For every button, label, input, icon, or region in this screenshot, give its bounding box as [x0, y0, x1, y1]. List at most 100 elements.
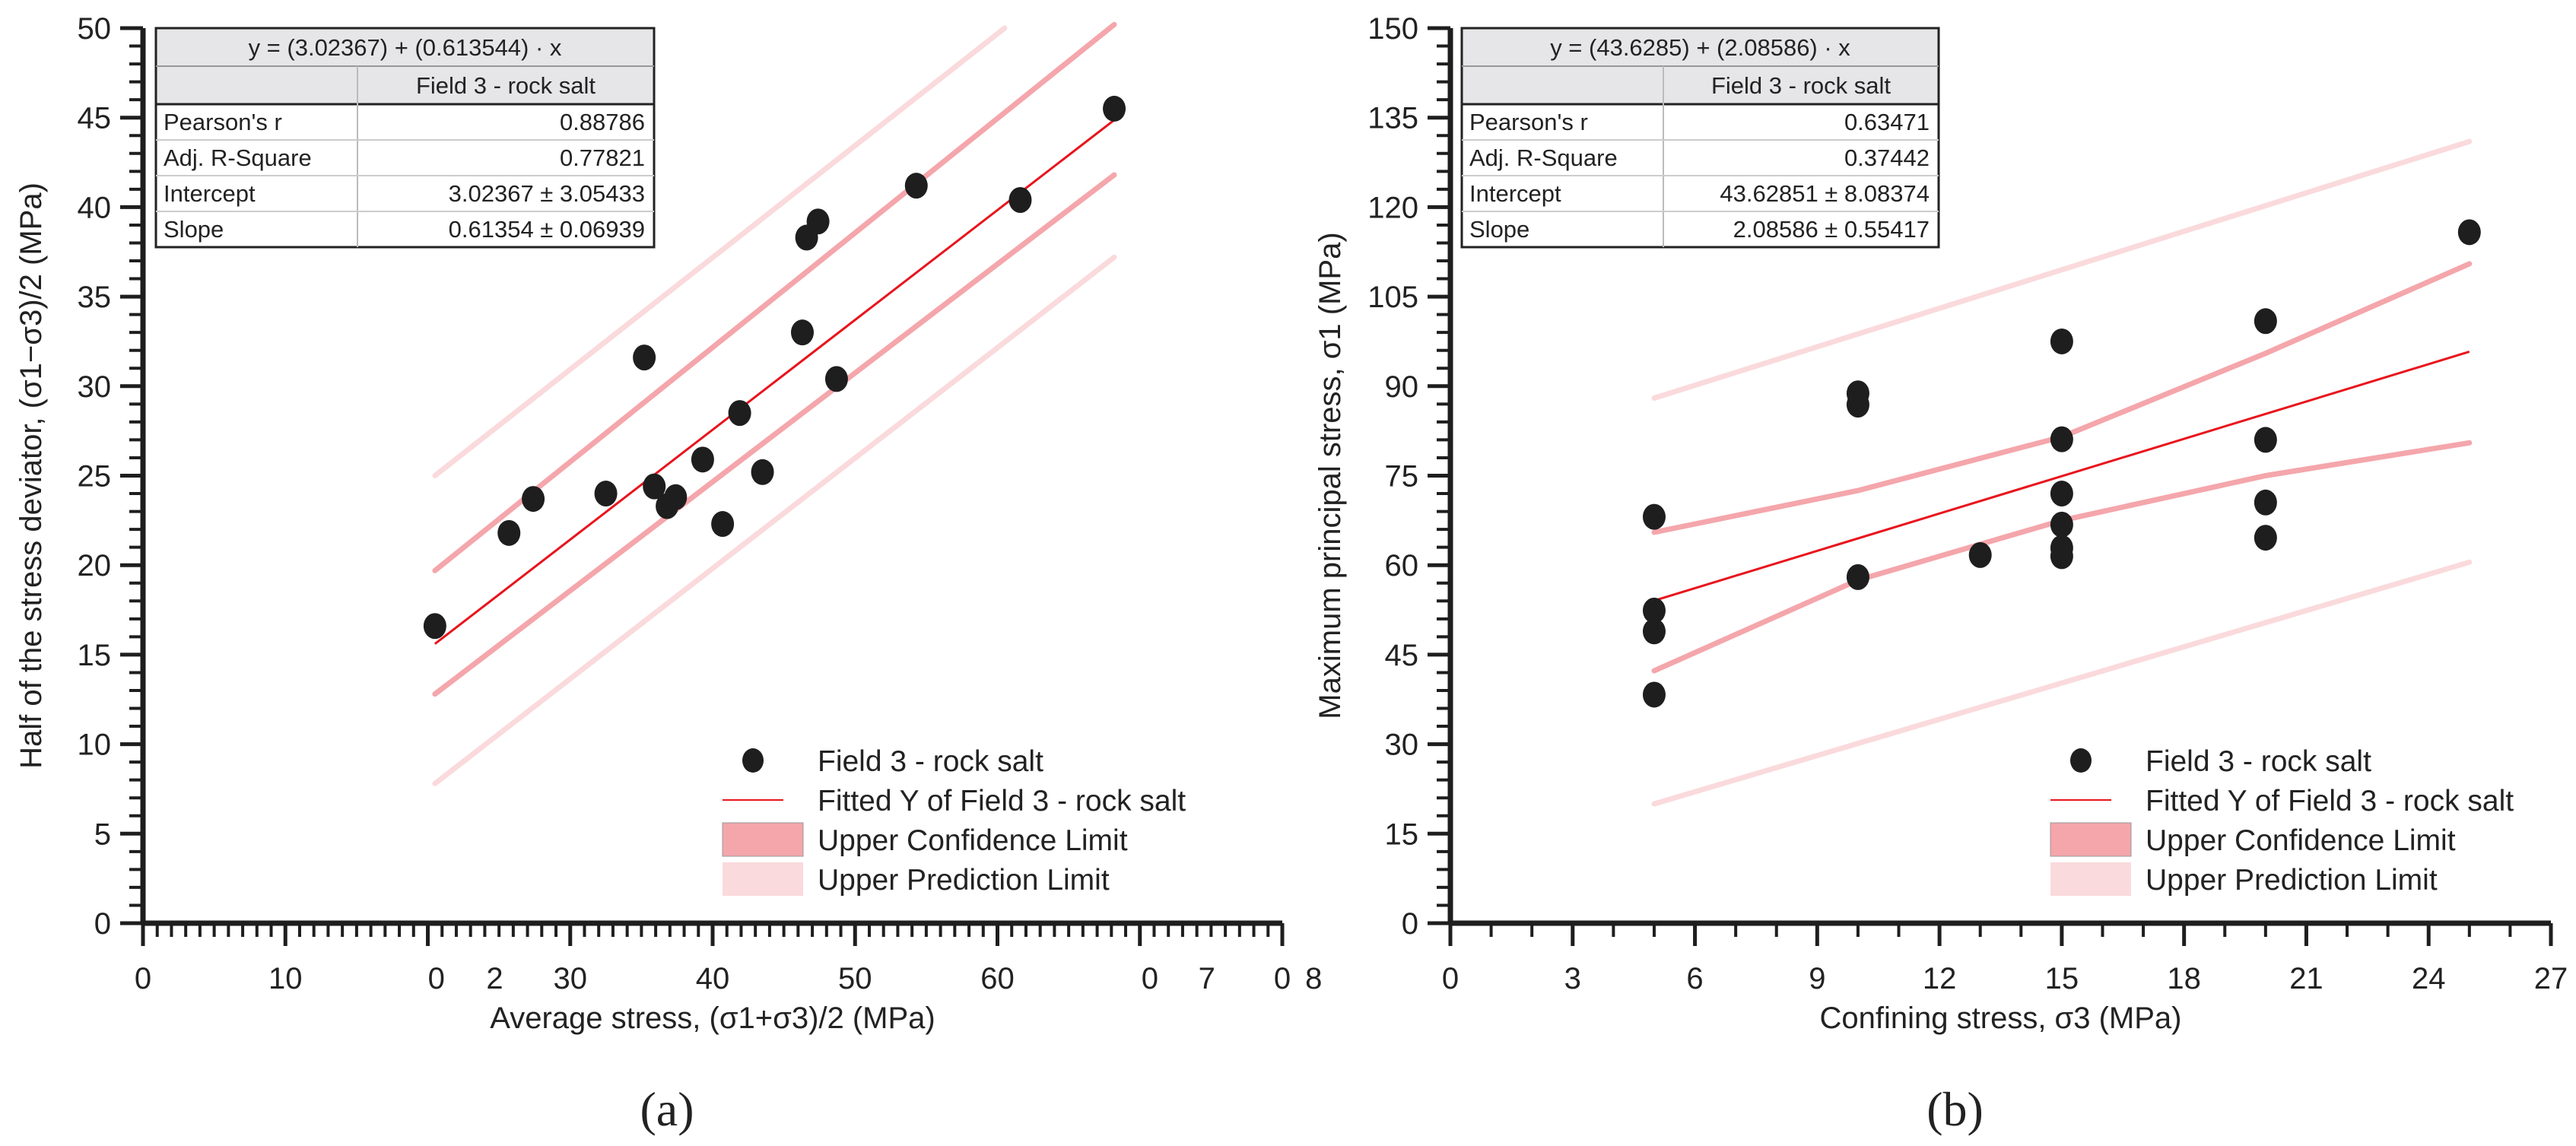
- y-tick-label: 5: [94, 817, 111, 851]
- table-row-label: Pearson's r: [1469, 109, 1588, 135]
- table-row-label: Intercept: [1469, 180, 1561, 207]
- table-column-header: Field 3 - rock salt: [416, 72, 596, 99]
- prediction-upper-line: [432, 25, 1008, 478]
- y-tick-label: 45: [78, 102, 112, 135]
- legend-point-symbol: [2070, 748, 2092, 773]
- panel-a: 0 10 0 2 30 40 50 60 0 7 0 805101520253035404550Ave…: [14, 12, 1322, 1136]
- table-row-label: Adj. R-Square: [1469, 144, 1618, 171]
- table-equation: y = (43.6285) + (2.08586) · x: [1550, 34, 1850, 61]
- data-point: [806, 208, 830, 235]
- x-tick-label: 40: [696, 962, 730, 995]
- prediction-lower-line: [432, 254, 1117, 786]
- x-tick-label: 50: [838, 962, 872, 995]
- table-row-label: Pearson's r: [164, 109, 282, 135]
- y-tick-label: 15: [1385, 817, 1419, 851]
- y-tick-label: 50: [78, 12, 112, 46]
- y-tick-label: 15: [78, 639, 112, 672]
- y-tick-label: 0: [94, 907, 111, 941]
- data-point: [1642, 503, 1666, 530]
- data-point: [711, 511, 735, 538]
- legend-label: Field 3 - rock salt: [2146, 745, 2371, 778]
- y-tick-label: 0: [1402, 907, 1418, 941]
- legend-label: Upper Prediction Limit: [818, 864, 1110, 897]
- table-row-label: Intercept: [164, 180, 256, 207]
- data-point: [2050, 511, 2073, 538]
- table-row-value: 3.02367 ± 3.05433: [449, 180, 645, 207]
- panel-b: 0 3 6 9 12 15 18 21 24 27 0 15 30 45 60 75 90 105 120 135 15…: [1313, 12, 2568, 1136]
- x-tick-label: 0: [135, 962, 151, 995]
- legend-label: Upper Confidence Limit: [2146, 824, 2456, 857]
- table-border: [1460, 27, 1940, 249]
- y-tick-label: 150: [1367, 12, 1418, 46]
- table-row-value: 0.77821: [560, 144, 645, 171]
- data-point: [2254, 489, 2277, 516]
- x-tick-label: 12: [1923, 962, 1957, 995]
- y-tick-label: 30: [1385, 729, 1419, 762]
- y-tick-label: 90: [1385, 370, 1419, 404]
- confidence-upper-line: [432, 21, 1117, 573]
- data-point: [728, 400, 751, 427]
- legend-point-symbol: [742, 748, 764, 773]
- data-point: [2254, 308, 2277, 335]
- table-row-value: 0.88786: [560, 109, 645, 135]
- prediction-lower-line: [1651, 559, 2473, 807]
- data-point: [1846, 392, 1869, 418]
- y-tick-label: 75: [1385, 460, 1419, 494]
- y-tick-label: 20: [78, 549, 112, 583]
- y-tick-label: 40: [78, 191, 112, 224]
- data-point: [904, 173, 928, 199]
- table-column-header: Field 3 - rock salt: [1711, 72, 1891, 99]
- legend-confidence-symbol: [722, 822, 804, 857]
- x-tick-label: 8: [1305, 962, 1322, 995]
- x-tick-label: 24: [2412, 962, 2446, 995]
- x-tick-label: 15: [2045, 962, 2079, 995]
- prediction-upper-line: [1651, 138, 2473, 401]
- x-tick-label: 0: [428, 962, 445, 995]
- data-point: [2050, 328, 2073, 354]
- data-point: [2050, 543, 2073, 570]
- legend-prediction-symbol: [2050, 862, 2131, 896]
- panel-label: (a): [640, 1082, 694, 1136]
- y-tick-label: 120: [1367, 191, 1418, 224]
- legend-label: Upper Confidence Limit: [818, 824, 1128, 857]
- legend-label: Fitted Y of Field 3 - rock salt: [2146, 785, 2514, 817]
- panel-label: (b): [1926, 1082, 1984, 1136]
- y-tick-label: 30: [78, 370, 112, 404]
- y-tick-label: 10: [78, 729, 112, 762]
- data-point: [2050, 426, 2073, 452]
- legend-label: Fitted Y of Field 3 - rock salt: [818, 785, 1186, 817]
- x-tick-label: 21: [2289, 962, 2323, 995]
- data-point: [1642, 681, 1666, 708]
- y-tick-label: 105: [1367, 281, 1418, 314]
- data-point: [2254, 525, 2277, 551]
- data-point: [633, 344, 656, 371]
- x-tick-label: 9: [1809, 962, 1825, 995]
- data-point: [691, 446, 714, 473]
- x-tick-label: 0: [1274, 962, 1291, 995]
- x-tick-label: 60: [980, 962, 1015, 995]
- y-tick-label: 135: [1367, 102, 1418, 135]
- data-point: [2254, 427, 2277, 453]
- x-tick-label: 10: [268, 962, 303, 995]
- x-tick-label: 0: [1442, 962, 1459, 995]
- legend: Field 3 - rock salt Fitted Y of Field 3 -…: [2050, 745, 2514, 897]
- fitted-line: [1653, 351, 2470, 602]
- data-point: [643, 473, 666, 500]
- y-axis-title: Maximum principal stress, σ1 (MPa): [1313, 232, 1347, 719]
- x-tick-label: 3: [1564, 962, 1581, 995]
- legend-prediction-symbol: [723, 862, 803, 896]
- x-tick-label: 27: [2534, 962, 2568, 995]
- x-tick-label: 0: [1142, 962, 1158, 995]
- legend-confidence-symbol: [2050, 822, 2132, 857]
- table-row-value: 2.08586 ± 0.55417: [1733, 216, 1930, 243]
- x-axis-title: Average stress, (σ1+σ3)/2 (MPa): [490, 1002, 935, 1035]
- data-point: [522, 486, 545, 513]
- legend-label: Field 3 - rock salt: [818, 745, 1043, 778]
- legend-label: Upper Prediction Limit: [2146, 864, 2438, 897]
- data-point: [2457, 219, 2481, 246]
- y-tick-label: 45: [1385, 639, 1419, 672]
- legend: Field 3 - rock salt Fitted Y of Field 3 -…: [722, 745, 1186, 897]
- table-row-value: 0.37442: [1844, 144, 1930, 171]
- x-tick-label: 30: [554, 962, 588, 995]
